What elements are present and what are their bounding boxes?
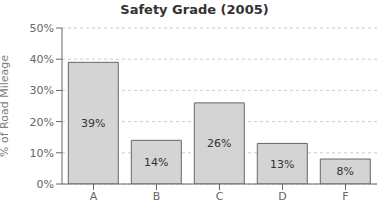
svg-text:14%: 14% <box>144 156 168 169</box>
svg-text:20%: 20% <box>30 116 54 129</box>
svg-text:D: D <box>278 190 286 203</box>
svg-text:50%: 50% <box>30 22 54 35</box>
svg-text:F: F <box>342 190 348 203</box>
svg-text:30%: 30% <box>30 84 54 97</box>
svg-text:26%: 26% <box>207 137 231 150</box>
svg-text:A: A <box>90 190 98 203</box>
svg-text:8%: 8% <box>337 165 354 178</box>
svg-text:10%: 10% <box>30 147 54 160</box>
html-text:Safety Grade (2005): Safety Grade (2005) <box>120 2 269 17</box>
svg-text:B: B <box>153 190 161 203</box>
svg-text:13%: 13% <box>270 158 294 171</box>
svg-text:0%: 0% <box>37 178 54 191</box>
svg-text:C: C <box>216 190 224 203</box>
svg-text:39%: 39% <box>81 117 105 130</box>
svg-text:40%: 40% <box>30 53 54 66</box>
svg-text:% of Road Mileage: % of Road Mileage <box>8 55 11 157</box>
